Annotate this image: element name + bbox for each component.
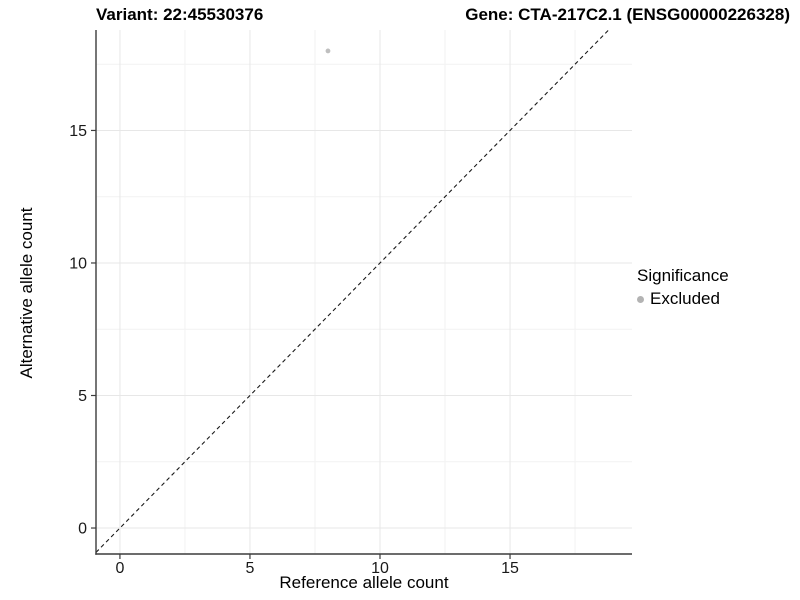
data-point — [325, 48, 331, 54]
plot-title-variant: Variant: 22:45530376 — [96, 5, 264, 24]
legend-point-icon — [637, 295, 644, 303]
legend-entry-label: Excluded — [650, 289, 720, 308]
y-tick-label: 0 — [78, 521, 87, 538]
x-tick-label: 5 — [246, 560, 255, 577]
x-axis-label: Reference allele count — [279, 573, 449, 592]
y-tick-label: 10 — [69, 255, 87, 272]
y-axis-label: Alternative allele count — [17, 207, 36, 379]
gridlines-minor — [96, 30, 632, 554]
plot-title-gene: Gene: CTA-217C2.1 (ENSG00000226328) — [465, 5, 790, 24]
y-axis-ticks: 0 5 10 15 — [69, 123, 96, 538]
data-points — [325, 48, 331, 54]
y-tick-label: 15 — [69, 123, 87, 140]
x-tick-label: 15 — [501, 560, 519, 577]
y-tick-label: 5 — [78, 388, 87, 405]
identity-line — [95, 29, 609, 553]
legend-entry: Excluded — [637, 289, 729, 309]
x-tick-label: 0 — [115, 560, 124, 577]
axis-lines — [95, 30, 632, 555]
legend-entries: Excluded — [637, 289, 729, 309]
x-axis-ticks: 0 5 10 15 — [115, 554, 519, 577]
x-tick-label: 10 — [371, 560, 389, 577]
legend-title: Significance — [637, 266, 729, 285]
legend: Significance Excluded — [637, 266, 729, 309]
gridlines-major — [96, 30, 632, 554]
